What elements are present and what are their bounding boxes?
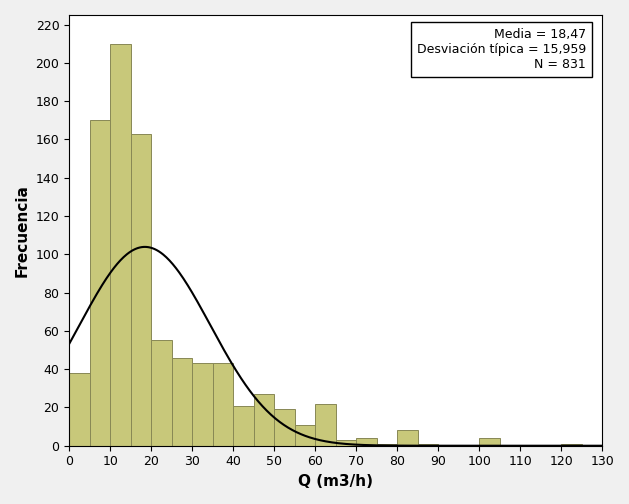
Bar: [336, 440, 356, 446]
Bar: [192, 363, 213, 446]
Bar: [479, 438, 499, 446]
Bar: [90, 120, 110, 446]
Text: Media = 18,47
Desviación típica = 15,959
N = 831: Media = 18,47 Desviación típica = 15,959…: [417, 28, 586, 71]
Bar: [315, 404, 336, 446]
Bar: [131, 134, 151, 446]
Y-axis label: Frecuencia: Frecuencia: [15, 184, 30, 277]
Bar: [377, 444, 397, 446]
Bar: [69, 373, 90, 446]
Bar: [172, 358, 192, 446]
Bar: [418, 444, 438, 446]
Bar: [151, 340, 172, 446]
Bar: [356, 438, 377, 446]
Bar: [233, 406, 253, 446]
Bar: [397, 430, 418, 446]
X-axis label: Q (m3/h): Q (m3/h): [298, 474, 373, 489]
Bar: [274, 409, 294, 446]
Bar: [110, 44, 131, 446]
Bar: [253, 394, 274, 446]
Bar: [294, 425, 315, 446]
Bar: [213, 363, 233, 446]
Bar: [561, 444, 582, 446]
